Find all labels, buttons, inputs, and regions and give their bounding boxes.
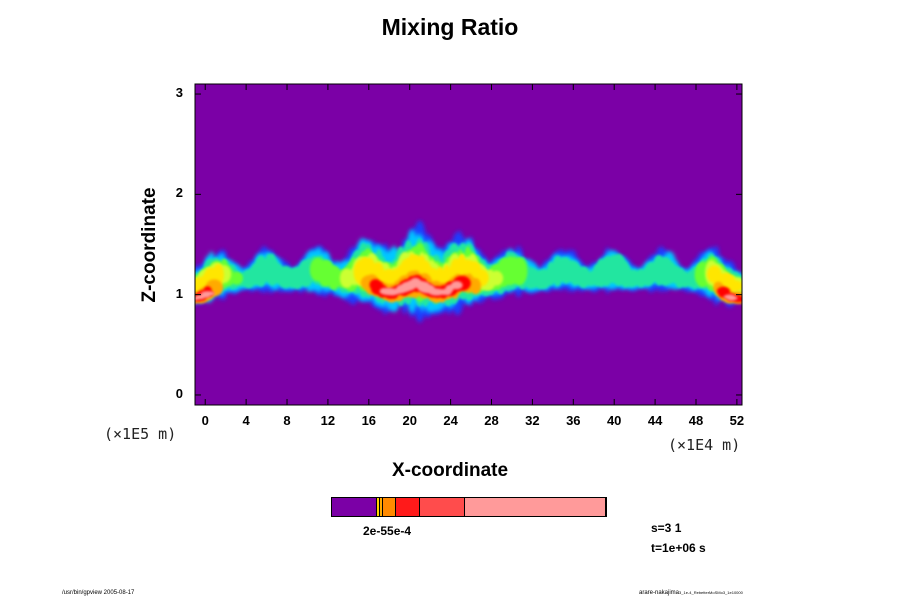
- colorbar-segment: [377, 498, 380, 516]
- x-tick-label: 0: [201, 413, 209, 428]
- x-tick-label: 44: [647, 413, 663, 428]
- colorbar-segment: [379, 498, 383, 516]
- contour-blob: [450, 281, 463, 290]
- contour-blob: [254, 255, 268, 287]
- t-annotation: t=1e+06 s: [651, 541, 706, 555]
- x-tick-label: 4: [242, 413, 250, 428]
- x-tick-label: 12: [320, 413, 336, 428]
- contour-blob: [200, 291, 215, 296]
- contour-blob: [732, 280, 741, 292]
- contour-blob: [729, 296, 738, 300]
- colorbar-segment: [332, 498, 378, 516]
- footer-author: arare-nakajima3_1e-4_RebetterMoSMo3_1e10…: [639, 590, 743, 596]
- contour-blob: [509, 259, 527, 285]
- y-tick-label: 2: [175, 185, 183, 201]
- footer-command: /usr/bin/gpview 2005-08-17: [62, 590, 135, 596]
- x-axis-label: X-coordinate: [391, 460, 509, 481]
- contour-blob: [469, 278, 482, 295]
- x-tick-label: 52: [729, 413, 745, 428]
- y-tick-label: 3: [175, 85, 183, 101]
- mixing-ratio-field: [195, 220, 742, 323]
- x-tick-label: 24: [443, 413, 458, 428]
- s-annotation: s=3 1: [651, 521, 682, 535]
- x-tick-label: 32: [525, 413, 540, 428]
- y-tick-label: 1: [175, 285, 183, 301]
- x-tick-label: 48: [688, 413, 704, 428]
- x-unit-label: (×1E4 m): [668, 436, 741, 454]
- contour-layer: [195, 277, 738, 301]
- colorbar-segment: [464, 498, 606, 516]
- y-tick-label: 0: [175, 385, 183, 401]
- colorbar-segment: [396, 498, 420, 516]
- colorbar: [331, 497, 607, 517]
- plot-frame: [194, 83, 743, 406]
- colorbar-segment: [382, 498, 397, 516]
- contour-blob: [489, 270, 504, 286]
- x-tick-label: 8: [283, 413, 291, 428]
- chart-title: Mixing Ratio: [381, 14, 519, 40]
- x-tick-label: 36: [566, 413, 581, 428]
- footer-author-name: arare-nakajima: [639, 590, 680, 596]
- x-tick-label: 16: [361, 413, 377, 428]
- x-tick-label: 28: [484, 413, 499, 428]
- contour-blob: [230, 271, 243, 285]
- x-tick-label: 40: [606, 413, 622, 428]
- y-unit-label: (×1E5 m): [104, 425, 177, 443]
- axis-ticks: [195, 84, 742, 405]
- y-axis-label: Z-coordinate: [139, 187, 160, 303]
- colorbar-label: 2e-55e-4: [363, 524, 412, 538]
- colorbar-segment: [419, 498, 465, 516]
- x-tick-label: 20: [402, 413, 417, 428]
- footer-author-detail: 3_1e-4_RebetterMoSMo3_1e10000: [679, 590, 743, 595]
